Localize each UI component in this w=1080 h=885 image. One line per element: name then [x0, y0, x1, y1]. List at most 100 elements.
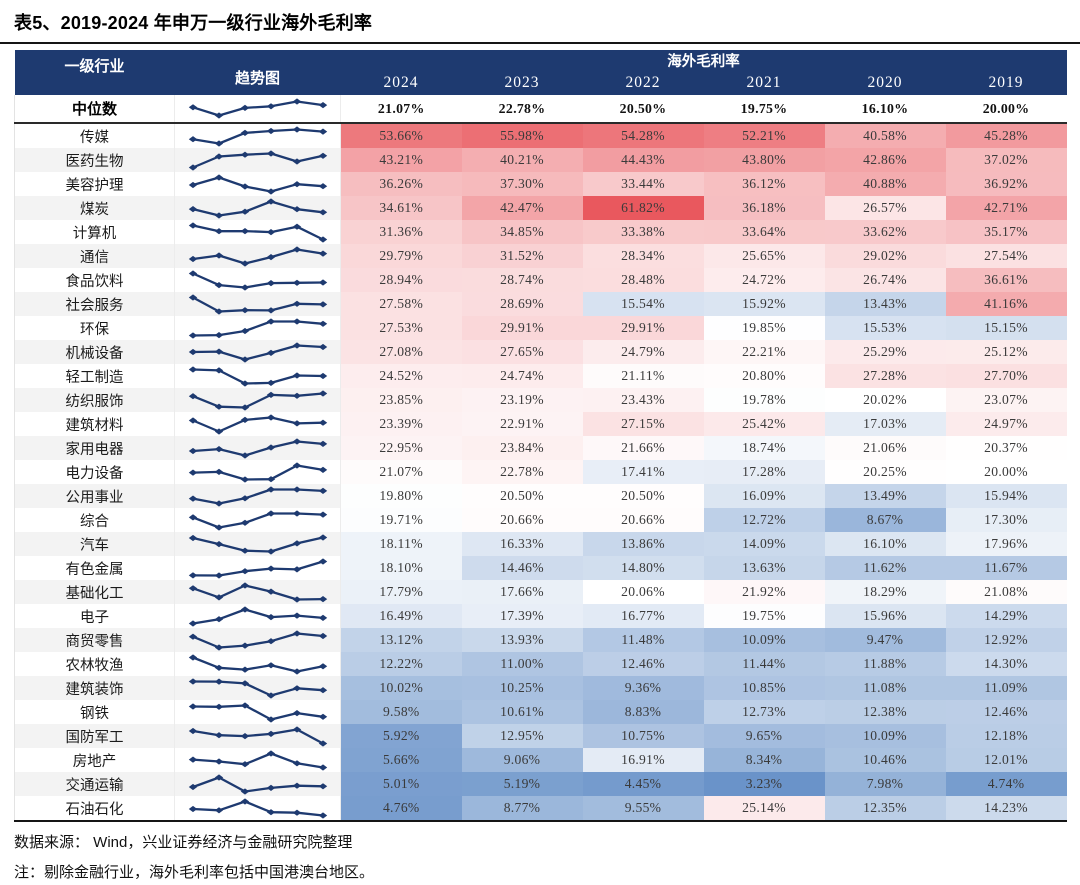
trend-cell: [174, 604, 341, 628]
value-cell: 61.82%: [582, 196, 704, 220]
value-cell: 34.61%: [340, 196, 462, 220]
value-cell: 25.14%: [703, 796, 825, 821]
value-cell: 8.83%: [582, 700, 704, 724]
value-cell: 44.43%: [582, 148, 704, 172]
trend-cell: [174, 196, 341, 220]
trend-cell: [174, 292, 341, 316]
value-cell: 20.66%: [461, 508, 583, 532]
value-cell: 36.61%: [945, 268, 1067, 292]
value-cell: 21.66%: [582, 436, 704, 460]
scope-note: 注：剔除金融行业，海外毛利率包括中国港澳台地区。: [14, 864, 375, 881]
industry-label: 商贸零售: [14, 628, 175, 652]
value-cell: 14.29%: [945, 604, 1067, 628]
trend-sparkline: [188, 245, 327, 267]
value-cell: 23.19%: [461, 388, 583, 412]
value-cell: 24.72%: [703, 268, 825, 292]
trend-sparkline: [188, 653, 327, 675]
value-cell: 11.62%: [824, 556, 946, 580]
value-cell: 12.92%: [945, 628, 1067, 652]
value-cell: 15.54%: [582, 292, 704, 316]
value-cell: 9.55%: [582, 796, 704, 821]
value-cell: 9.65%: [703, 724, 825, 748]
value-cell: 12.72%: [703, 508, 825, 532]
table-row: 轻工制造 24.52% 24.74% 21.11% 20.80% 27.28% 27.70%: [14, 364, 1067, 388]
industry-label: 中位数: [14, 95, 175, 124]
table-row: 商贸零售 13.12% 13.93% 11.48% 10.09% 9.47% 12.92%: [14, 628, 1067, 652]
value-cell: 20.06%: [582, 580, 704, 604]
value-cell: 23.43%: [582, 388, 704, 412]
trend-sparkline: [188, 533, 327, 555]
value-cell: 13.93%: [461, 628, 583, 652]
value-cell: 12.22%: [340, 652, 462, 676]
value-cell: 27.65%: [461, 340, 583, 364]
trend-cell: [174, 172, 341, 196]
header-row-years: 2024 2023 2022 2021 2020 2019: [15, 71, 1067, 95]
col-header-year-2021: 2021: [703, 71, 825, 95]
trend-cell: [174, 412, 341, 436]
industry-label: 电力设备: [14, 460, 175, 484]
value-cell: 20.80%: [703, 364, 825, 388]
value-cell: 10.85%: [703, 676, 825, 700]
value-cell: 5.01%: [340, 772, 462, 796]
trend-cell: [174, 724, 341, 748]
value-cell: 26.74%: [824, 268, 946, 292]
trend-sparkline: [188, 581, 327, 603]
table-row: 通信 29.79% 31.52% 28.34% 25.65% 29.02% 27.54%: [14, 244, 1067, 268]
header-row-group: 一级行业 趋势图 海外毛利率: [14, 50, 1067, 95]
trend-cell: [174, 95, 341, 124]
industry-label: 有色金属: [14, 556, 175, 580]
value-cell: 33.62%: [824, 220, 946, 244]
table-row: 社会服务 27.58% 28.69% 15.54% 15.92% 13.43% 41.16%: [14, 292, 1067, 316]
trend-cell: [174, 652, 341, 676]
value-cell: 13.86%: [582, 532, 704, 556]
value-cell: 27.58%: [340, 292, 462, 316]
industry-label: 钢铁: [14, 700, 175, 724]
industry-label: 建筑材料: [14, 412, 175, 436]
industry-label: 煤炭: [14, 196, 175, 220]
trend-sparkline: [188, 125, 327, 147]
trend-sparkline: [188, 173, 327, 195]
value-cell: 27.08%: [340, 340, 462, 364]
trend-cell: [174, 220, 341, 244]
value-cell: 19.80%: [340, 484, 462, 508]
table-row: 计算机 31.36% 34.85% 33.38% 33.64% 33.62% 35.17%: [14, 220, 1067, 244]
table-row: 建筑材料 23.39% 22.91% 27.15% 25.42% 17.03% 24.97%: [14, 412, 1067, 436]
value-cell: 26.57%: [824, 196, 946, 220]
trend-cell: [174, 700, 341, 724]
trend-cell: [174, 244, 341, 268]
value-cell: 24.74%: [461, 364, 583, 388]
trend-cell: [174, 364, 341, 388]
value-cell: 16.49%: [340, 604, 462, 628]
trend-sparkline: [188, 293, 327, 315]
value-cell: 28.94%: [340, 268, 462, 292]
industry-label: 美容护理: [14, 172, 175, 196]
table-row: 石油石化 4.76% 8.77% 9.55% 25.14% 12.35% 14.23%: [14, 796, 1067, 821]
industry-label: 汽车: [14, 532, 175, 556]
value-cell: 20.00%: [945, 95, 1067, 124]
value-cell: 12.38%: [824, 700, 946, 724]
value-cell: 34.85%: [461, 220, 583, 244]
value-cell: 16.09%: [703, 484, 825, 508]
table-row: 房地产 5.66% 9.06% 16.91% 8.34% 10.46% 12.01%: [14, 748, 1067, 772]
trend-cell: [174, 123, 341, 148]
value-cell: 4.45%: [582, 772, 704, 796]
value-cell: 11.88%: [824, 652, 946, 676]
value-cell: 24.52%: [340, 364, 462, 388]
table-row: 医药生物 43.21% 40.21% 44.43% 43.80% 42.86% 37.02%: [14, 148, 1067, 172]
table-row: 电子 16.49% 17.39% 16.77% 19.75% 15.96% 14.29%: [14, 604, 1067, 628]
trend-sparkline: [188, 413, 327, 435]
value-cell: 23.39%: [340, 412, 462, 436]
table-row: 家用电器 22.95% 23.84% 21.66% 18.74% 21.06% 20.37%: [14, 436, 1067, 460]
value-cell: 17.96%: [945, 532, 1067, 556]
table-row: 传媒 53.66% 55.98% 54.28% 52.21% 40.58% 45.28%: [14, 123, 1067, 148]
value-cell: 20.00%: [945, 460, 1067, 484]
value-cell: 43.80%: [703, 148, 825, 172]
industry-label: 医药生物: [14, 148, 175, 172]
value-cell: 29.02%: [824, 244, 946, 268]
value-cell: 8.67%: [824, 508, 946, 532]
value-cell: 40.21%: [461, 148, 583, 172]
trend-sparkline: [188, 797, 327, 819]
trend-cell: [174, 460, 341, 484]
value-cell: 29.79%: [340, 244, 462, 268]
industry-label: 基础化工: [14, 580, 175, 604]
